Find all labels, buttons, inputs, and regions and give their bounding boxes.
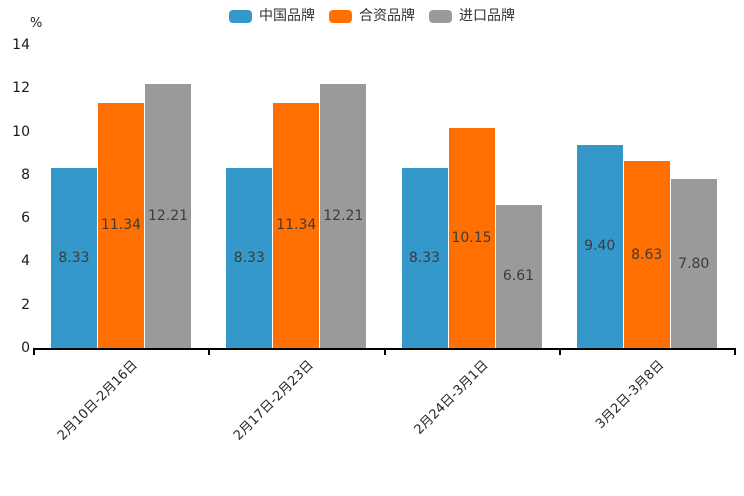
y-tick-label: 0 — [21, 340, 30, 356]
bar-中国品牌-3月2日-3月8日: 9.40 — [576, 144, 623, 348]
y-tick-label: 6 — [21, 210, 30, 227]
bar-value-label: 8.33 — [408, 249, 441, 266]
bar-合资品牌-2月24日-3月1日: 10.15 — [448, 128, 495, 348]
bar-value-label: 11.34 — [276, 217, 317, 234]
legend-label: 合资品牌 — [359, 8, 415, 24]
y-tick-label: 12 — [12, 80, 30, 97]
legend-item-imported-brand: 进口品牌 — [429, 8, 515, 24]
bar-value-label: 6.61 — [502, 268, 535, 285]
bar-value-label: 9.40 — [584, 238, 616, 255]
y-axis-unit-label: % — [30, 16, 43, 31]
bar-中国品牌-2月10日-2月16日: 8.33 — [51, 167, 97, 348]
x-axis-tick — [208, 350, 211, 355]
bar-value-label: 12.21 — [323, 207, 364, 224]
bar-进口品牌-3月2日-3月8日: 7.80 — [670, 179, 717, 348]
y-tick-label: 10 — [12, 123, 30, 140]
legend-swatch-icon — [229, 9, 252, 23]
bar-合资品牌-3月2日-3月8日: 8.63 — [623, 161, 670, 348]
bar-value-label: 7.80 — [678, 255, 710, 272]
legend-item-china-brand: 中国品牌 — [229, 8, 315, 24]
bar-value-label: 10.15 — [451, 230, 492, 247]
bar-value-label: 8.63 — [631, 246, 663, 263]
x-category-label: 2月17日-2月23日 — [230, 357, 317, 444]
legend-item-joint-venture-brand: 合资品牌 — [329, 8, 415, 24]
bar-进口品牌-2月10日-2月16日: 12.21 — [145, 83, 191, 348]
legend-label: 进口品牌 — [459, 8, 515, 24]
y-tick-label: 4 — [21, 253, 30, 270]
bar-value-label: 8.33 — [58, 249, 90, 266]
bar-进口品牌-2月24日-3月1日: 6.61 — [495, 204, 542, 348]
bar-value-label: 8.33 — [233, 249, 265, 266]
x-axis-tick — [33, 350, 35, 355]
bar-合资品牌-2月10日-2月16日: 11.34 — [98, 102, 144, 348]
x-category-label: 3月2日-3月8日 — [592, 357, 667, 432]
y-tick-label: 2 — [21, 296, 30, 313]
x-axis-tick — [383, 350, 386, 355]
bar-中国品牌-2月24日-3月1日: 8.33 — [401, 167, 448, 348]
legend-swatch-icon — [329, 9, 352, 23]
bar-进口品牌-2月17日-2月23日: 12.21 — [320, 83, 367, 348]
legend-swatch-icon — [429, 9, 452, 23]
x-axis-tick — [558, 350, 561, 355]
x-category-label: 2月24日-3月1日 — [411, 357, 492, 438]
bar-value-label: 11.34 — [100, 217, 142, 234]
y-tick-label: 14 — [12, 37, 30, 53]
bar-合资品牌-2月17日-2月23日: 11.34 — [273, 102, 320, 348]
x-category-label: 2月10日-2月16日 — [55, 357, 142, 444]
x-axis-tick — [734, 350, 736, 355]
legend-label: 中国品牌 — [259, 8, 315, 24]
y-tick-label: 8 — [21, 166, 30, 183]
legend: 中国品牌 合资品牌 进口品牌 — [0, 8, 744, 24]
bar-value-label: 12.21 — [147, 207, 189, 224]
x-axis-line — [33, 348, 736, 350]
bar-中国品牌-2月17日-2月23日: 8.33 — [226, 167, 273, 348]
